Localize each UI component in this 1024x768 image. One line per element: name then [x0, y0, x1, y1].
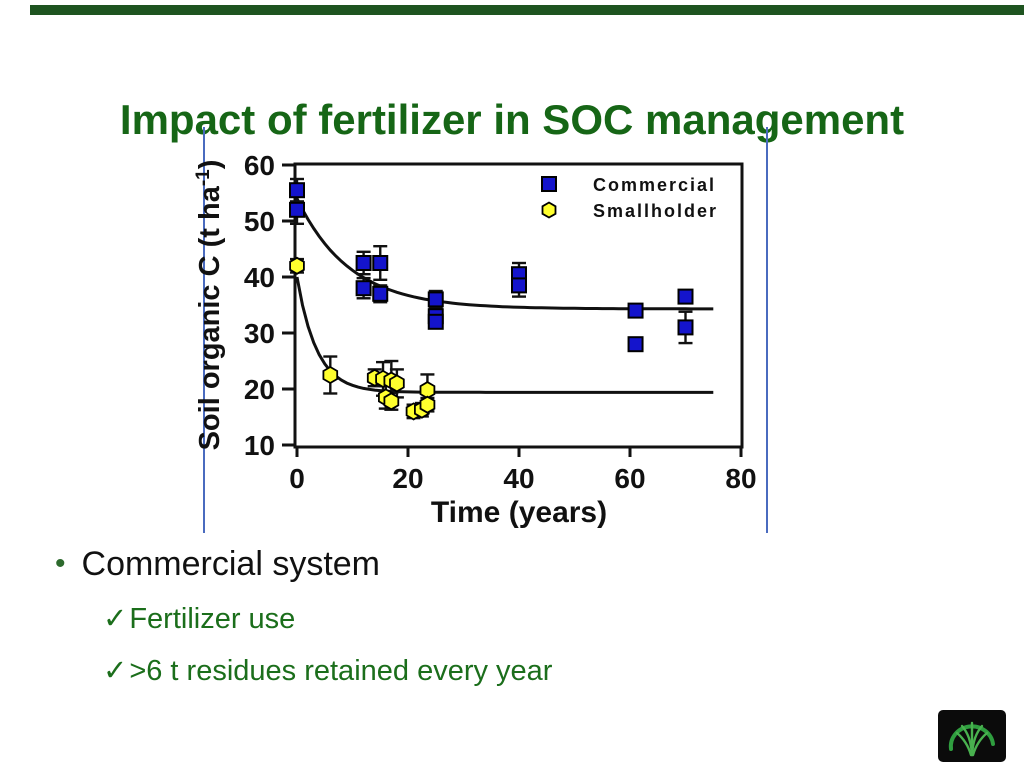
svg-text:20: 20: [244, 374, 275, 405]
bullet-text: Commercial system: [81, 545, 380, 583]
svg-text:80: 80: [725, 463, 756, 494]
svg-text:40: 40: [244, 262, 275, 293]
check-text: >6 t residues retained every year: [129, 655, 553, 687]
svg-text:50: 50: [244, 206, 275, 237]
slide-title: Impact of fertilizer in SOC management: [119, 96, 905, 144]
svg-text:Smallholder: Smallholder: [593, 201, 718, 221]
svg-text:30: 30: [244, 318, 275, 349]
top-accent-bar: [30, 5, 1024, 15]
check-text: Fertilizer use: [129, 603, 296, 635]
bullet-list: • Commercial system ✓ Fertilizer use ✓ >…: [55, 545, 955, 688]
chart-panel: 10 20 30 40 50 60 0 20 40 60 80 Time (years) Soil or…: [185, 140, 785, 545]
svg-text:40: 40: [503, 463, 534, 494]
svg-text:0: 0: [289, 463, 305, 494]
svg-text:60: 60: [244, 150, 275, 181]
chart-left-accent-line: [203, 127, 205, 533]
checkmark-icon: ✓: [103, 655, 128, 687]
logo-emblem-icon: [938, 710, 1006, 762]
bullet-item-commercial-system: • Commercial system: [55, 545, 955, 584]
check-item-fertilizer-use: ✓ Fertilizer use: [103, 601, 955, 636]
chart-right-accent-line: [766, 127, 768, 533]
svg-text:60: 60: [614, 463, 645, 494]
bullet-dot-icon: •: [55, 547, 66, 580]
svg-text:Time (years): Time (years): [431, 496, 607, 529]
svg-text:Commercial: Commercial: [593, 175, 716, 195]
svg-text:Soil organic C (t ha-1): Soil organic C (t ha-1): [193, 160, 226, 451]
svg-text:10: 10: [244, 430, 275, 461]
check-item-residues-retained: ✓ >6 t residues retained every year: [103, 653, 955, 688]
checkmark-icon: ✓: [103, 603, 128, 635]
soc-scatter-chart: 10 20 30 40 50 60 0 20 40 60 80 Time (years) Soil or…: [193, 150, 757, 529]
org-logo: [938, 710, 1006, 762]
svg-text:20: 20: [392, 463, 423, 494]
